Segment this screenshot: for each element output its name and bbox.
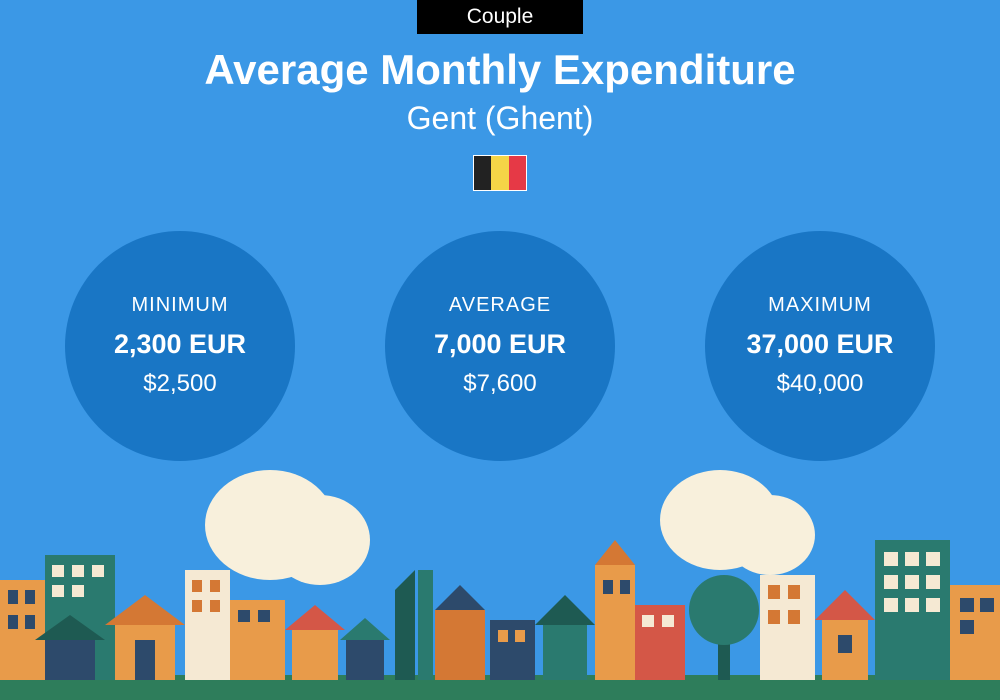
flag-stripe-black bbox=[474, 156, 491, 190]
cityscape-illustration bbox=[0, 470, 1000, 700]
stat-secondary: $7,600 bbox=[463, 370, 536, 398]
stat-primary: 7,000 EUR bbox=[434, 329, 566, 360]
stat-circle-average: AVERAGE 7,000 EUR $7,600 bbox=[385, 231, 615, 461]
stat-label: MAXIMUM bbox=[768, 294, 872, 317]
stat-circle-maximum: MAXIMUM 37,000 EUR $40,000 bbox=[705, 231, 935, 461]
page-title: Average Monthly Expenditure bbox=[204, 46, 795, 94]
infographic-page: Couple Average Monthly Expenditure Gent … bbox=[0, 0, 1000, 700]
stat-circle-minimum: MINIMUM 2,300 EUR $2,500 bbox=[65, 231, 295, 461]
category-badge-text: Couple bbox=[467, 5, 534, 28]
stat-secondary: $40,000 bbox=[777, 370, 864, 398]
stat-secondary: $2,500 bbox=[143, 370, 216, 398]
stat-primary: 2,300 EUR bbox=[114, 329, 246, 360]
stat-label: MINIMUM bbox=[132, 294, 229, 317]
belgium-flag-icon bbox=[473, 155, 527, 191]
stats-row: MINIMUM 2,300 EUR $2,500 AVERAGE 7,000 E… bbox=[65, 231, 935, 461]
flag-stripe-red bbox=[509, 156, 526, 190]
category-badge: Couple bbox=[417, 0, 584, 34]
flag-stripe-yellow bbox=[491, 156, 508, 190]
stat-primary: 37,000 EUR bbox=[746, 329, 893, 360]
stat-label: AVERAGE bbox=[449, 294, 551, 317]
page-subtitle: Gent (Ghent) bbox=[407, 100, 594, 137]
